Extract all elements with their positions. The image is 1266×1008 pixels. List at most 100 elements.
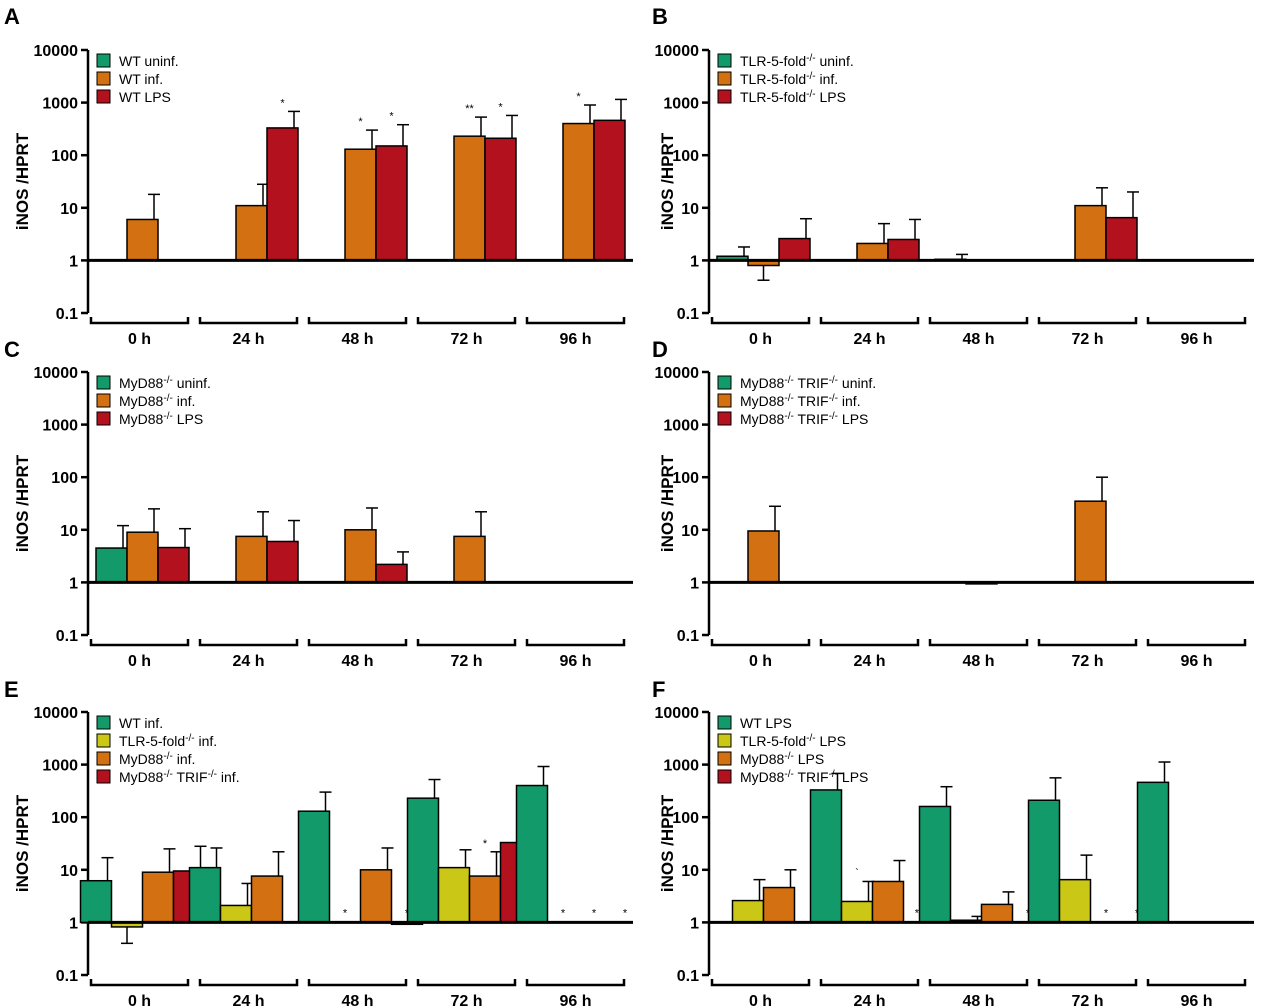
bar bbox=[485, 138, 516, 260]
time-bracket bbox=[1039, 317, 1136, 323]
time-bracket bbox=[200, 979, 297, 985]
significance-marker: * bbox=[389, 111, 394, 123]
time-label: 24 h bbox=[232, 331, 264, 348]
time-label: 0 h bbox=[128, 993, 151, 1008]
time-bracket bbox=[527, 317, 624, 323]
significance-marker: * bbox=[498, 101, 503, 113]
bar bbox=[267, 541, 298, 582]
legend-swatch bbox=[718, 770, 731, 783]
time-label: 72 h bbox=[450, 331, 482, 348]
y-tick-label: 100 bbox=[672, 148, 699, 165]
y-tick-label: 100 bbox=[51, 470, 78, 487]
y-tick-label: 0.1 bbox=[677, 628, 699, 645]
bar bbox=[1075, 501, 1106, 582]
bar bbox=[96, 548, 127, 582]
time-bracket bbox=[200, 639, 297, 645]
time-bracket bbox=[200, 317, 297, 323]
time-label: 48 h bbox=[962, 331, 994, 348]
bar bbox=[143, 872, 174, 922]
time-bracket bbox=[1039, 979, 1136, 985]
time-label: 0 h bbox=[749, 331, 772, 348]
y-tick-label: 10 bbox=[60, 201, 78, 218]
bar bbox=[888, 239, 919, 260]
y-tick-label: 100 bbox=[51, 810, 78, 827]
y-tick-label: 0.1 bbox=[56, 968, 78, 985]
time-bracket bbox=[930, 317, 1027, 323]
bar bbox=[470, 876, 501, 922]
panel-letter: B bbox=[652, 4, 668, 29]
y-axis-title: iNOS /HPRT bbox=[658, 132, 677, 230]
time-label: 96 h bbox=[559, 993, 591, 1008]
bar bbox=[748, 531, 779, 582]
legend-swatch bbox=[97, 90, 110, 103]
y-tick-label: 1 bbox=[690, 575, 699, 592]
time-bracket bbox=[1148, 979, 1245, 985]
y-tick-label: 10000 bbox=[655, 365, 700, 382]
legend-label: WT inf. bbox=[119, 71, 163, 87]
time-label: 48 h bbox=[962, 993, 994, 1008]
bar bbox=[873, 881, 904, 922]
y-tick-label: 1000 bbox=[42, 758, 78, 775]
bar bbox=[127, 219, 158, 260]
bar bbox=[408, 798, 439, 922]
legend-swatch bbox=[97, 716, 110, 729]
legend-label: MyD88-/- LPS bbox=[119, 411, 203, 428]
time-label: 0 h bbox=[128, 331, 151, 348]
time-label: 72 h bbox=[1071, 331, 1103, 348]
y-tick-label: 10000 bbox=[34, 705, 79, 722]
y-tick-label: 100 bbox=[672, 470, 699, 487]
time-label: 48 h bbox=[341, 331, 373, 348]
bar bbox=[1138, 782, 1169, 922]
time-bracket bbox=[527, 639, 624, 645]
bar bbox=[221, 905, 252, 922]
significance-marker: * bbox=[280, 97, 285, 109]
time-label: 24 h bbox=[232, 653, 264, 670]
significance-marker: ** bbox=[465, 103, 474, 115]
bar bbox=[376, 146, 407, 260]
y-axis-title: iNOS /HPRT bbox=[658, 454, 677, 552]
time-bracket bbox=[91, 979, 188, 985]
y-axis-title: iNOS /HPRT bbox=[13, 132, 32, 230]
time-bracket bbox=[527, 979, 624, 985]
panel-letter: C bbox=[4, 337, 20, 362]
legend-swatch bbox=[97, 752, 110, 765]
y-tick-label: 0.1 bbox=[677, 306, 699, 323]
time-bracket bbox=[821, 639, 918, 645]
time-bracket bbox=[1039, 639, 1136, 645]
time-label: 0 h bbox=[128, 653, 151, 670]
time-label: 72 h bbox=[1071, 653, 1103, 670]
time-bracket bbox=[91, 639, 188, 645]
legend-swatch bbox=[718, 734, 731, 747]
y-tick-label: 1 bbox=[69, 575, 78, 592]
y-tick-label: 1000 bbox=[663, 96, 699, 113]
legend-label: MyD88-/- TRIF-/- LPS bbox=[740, 411, 868, 428]
y-tick-label: 10 bbox=[681, 201, 699, 218]
significance-marker: * bbox=[343, 907, 348, 919]
legend-swatch bbox=[97, 770, 110, 783]
bar bbox=[236, 206, 267, 261]
bar bbox=[842, 901, 873, 922]
bar bbox=[1029, 800, 1060, 922]
time-label: 72 h bbox=[450, 653, 482, 670]
bar bbox=[236, 536, 267, 582]
bar bbox=[811, 790, 842, 922]
bar bbox=[594, 120, 625, 260]
significance-marker: * bbox=[483, 838, 488, 850]
time-label: 96 h bbox=[1180, 653, 1212, 670]
bar bbox=[376, 564, 407, 582]
bar bbox=[299, 811, 330, 922]
bar bbox=[267, 128, 298, 260]
legend-label: MyD88-/- TRIF-/- inf. bbox=[119, 769, 240, 786]
time-label: 48 h bbox=[962, 653, 994, 670]
legend-label: TLR-5-fold-/- inf. bbox=[740, 71, 838, 88]
time-bracket bbox=[712, 979, 809, 985]
legend-swatch bbox=[718, 394, 731, 407]
legend-label: WT LPS bbox=[740, 715, 792, 731]
y-tick-label: 1000 bbox=[663, 418, 699, 435]
y-tick-label: 10 bbox=[681, 523, 699, 540]
legend-label: MyD88-/- TRIF-/- uninf. bbox=[740, 375, 876, 392]
